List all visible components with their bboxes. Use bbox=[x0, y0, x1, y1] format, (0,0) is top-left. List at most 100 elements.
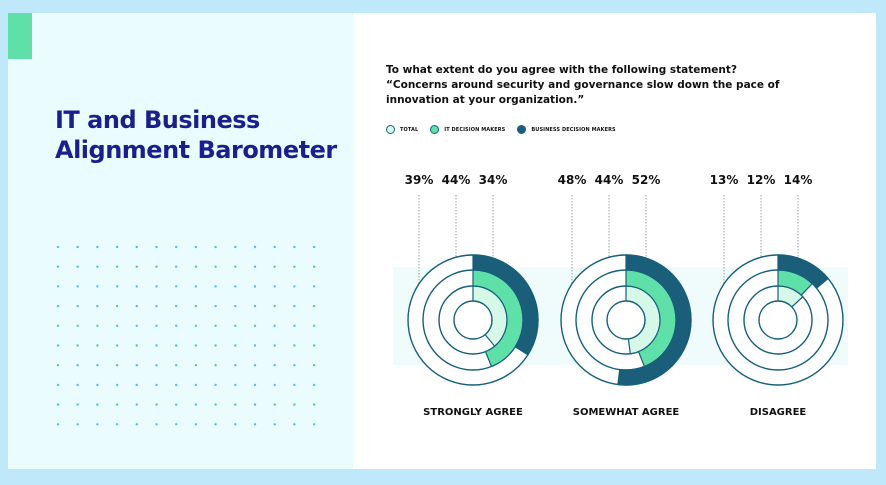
legend-swatch-it bbox=[430, 125, 440, 134]
page-title: IT and Business Alignment Barometer bbox=[55, 105, 337, 165]
pattern-dot bbox=[312, 403, 316, 406]
legend-label-it: IT DECISION MAKERS bbox=[444, 126, 506, 133]
pattern-dot bbox=[96, 304, 99, 308]
pattern-dot bbox=[273, 285, 276, 288]
pattern-dot bbox=[76, 403, 79, 406]
pattern-dot bbox=[96, 324, 99, 327]
pattern-dot bbox=[293, 245, 296, 249]
page-title-line-1: IT and Business bbox=[55, 106, 260, 134]
pattern-dot bbox=[214, 344, 217, 347]
pattern-dot bbox=[115, 423, 119, 426]
pattern-dot bbox=[155, 304, 158, 308]
pattern-dot bbox=[175, 403, 178, 406]
pattern-dot bbox=[194, 423, 198, 426]
pattern-dot bbox=[175, 304, 178, 308]
pattern-dot bbox=[234, 245, 237, 249]
pattern-dot bbox=[253, 265, 257, 268]
pattern-dot bbox=[96, 285, 99, 288]
value-label-total: 39% bbox=[405, 173, 434, 187]
pattern-dot bbox=[234, 324, 237, 327]
legend-item-it: IT DECISION MAKERS bbox=[430, 125, 505, 134]
pattern-dot bbox=[135, 265, 138, 268]
pattern-dot bbox=[194, 403, 198, 406]
category-label: SOMEWHAT AGREE bbox=[573, 407, 680, 418]
pattern-dot bbox=[135, 364, 138, 367]
pattern-dot bbox=[96, 423, 99, 426]
infographic-card: IT and Business Alignment Barometer To w… bbox=[8, 13, 876, 469]
pattern-dot bbox=[56, 403, 60, 406]
pattern-dot bbox=[312, 383, 316, 387]
pattern-dot bbox=[56, 364, 60, 367]
value-label-it: 44% bbox=[442, 173, 471, 187]
pattern-dot bbox=[76, 304, 79, 308]
pattern-dot bbox=[312, 304, 316, 308]
pattern-dot bbox=[115, 245, 119, 249]
pattern-dot bbox=[253, 245, 257, 249]
pattern-dot bbox=[155, 324, 158, 327]
radial-chart-somewhat-agree: 48% 44% 52% SOMEWHAT AGREE bbox=[558, 173, 692, 418]
pattern-dot bbox=[76, 383, 79, 387]
pattern-dot bbox=[312, 245, 316, 249]
pattern-dot bbox=[214, 423, 217, 426]
pattern-dot bbox=[76, 344, 79, 347]
pattern-dot bbox=[194, 324, 198, 327]
pattern-dot bbox=[293, 423, 296, 426]
pattern-dot bbox=[273, 344, 276, 347]
pattern-dot bbox=[115, 304, 119, 308]
legend-label-business: BUSINESS DECISION MAKERS bbox=[531, 126, 616, 133]
pattern-dot bbox=[293, 364, 296, 367]
pattern-dot bbox=[293, 265, 296, 268]
pattern-dot bbox=[155, 383, 158, 387]
pattern-dot bbox=[56, 344, 60, 347]
pattern-dot bbox=[273, 423, 276, 426]
survey-question: To what extent do you agree with the fol… bbox=[386, 63, 786, 108]
pattern-dot bbox=[135, 304, 138, 308]
pattern-dot bbox=[214, 324, 217, 327]
pattern-dot bbox=[234, 304, 237, 308]
chart-panel: To what extent do you agree with the fol… bbox=[353, 13, 876, 469]
pattern-dot bbox=[214, 304, 217, 308]
legend-item-business: BUSINESS DECISION MAKERS bbox=[517, 125, 616, 134]
pattern-dot bbox=[293, 344, 296, 347]
pattern-dot bbox=[253, 304, 257, 308]
pattern-dot bbox=[312, 344, 316, 347]
chart-legend: TOTAL IT DECISION MAKERS BUSINESS DECISI… bbox=[386, 125, 628, 134]
pattern-dot bbox=[115, 364, 119, 367]
pattern-dot bbox=[273, 304, 276, 308]
pattern-dot bbox=[96, 383, 99, 387]
ring-hole bbox=[758, 300, 798, 340]
pattern-dot bbox=[175, 383, 178, 387]
pattern-dot bbox=[253, 383, 257, 387]
pattern-dot bbox=[175, 245, 178, 249]
pattern-dot bbox=[155, 403, 158, 406]
legend-label-total: TOTAL bbox=[400, 126, 419, 133]
pattern-dot bbox=[273, 245, 276, 249]
pattern-dot bbox=[273, 403, 276, 406]
pattern-dot bbox=[175, 364, 178, 367]
question-line-1: To what extent do you agree with the fol… bbox=[386, 64, 738, 76]
pattern-dot bbox=[312, 423, 316, 426]
pattern-dot bbox=[155, 423, 158, 426]
pattern-dot bbox=[273, 364, 276, 367]
pattern-dot bbox=[115, 383, 119, 387]
arc-business bbox=[472, 254, 539, 356]
pattern-dot bbox=[194, 364, 198, 367]
value-label-total: 13% bbox=[710, 173, 739, 187]
legend-swatch-business bbox=[517, 125, 527, 134]
ring-hole bbox=[606, 300, 646, 340]
pattern-dot bbox=[56, 285, 60, 288]
pattern-dot bbox=[56, 324, 60, 327]
arc-business bbox=[617, 254, 692, 386]
pattern-dot bbox=[115, 285, 119, 288]
pattern-dot bbox=[293, 324, 296, 327]
pattern-dot bbox=[135, 285, 138, 288]
pattern-dot bbox=[253, 364, 257, 367]
pattern-dot bbox=[96, 364, 99, 367]
pattern-dot bbox=[76, 324, 79, 327]
pattern-dot bbox=[76, 265, 79, 268]
category-label: STRONGLY AGREE bbox=[423, 407, 523, 418]
pattern-dot bbox=[175, 324, 178, 327]
pattern-dot bbox=[293, 383, 296, 387]
value-label-business: 14% bbox=[784, 173, 813, 187]
pattern-dot bbox=[214, 364, 217, 367]
